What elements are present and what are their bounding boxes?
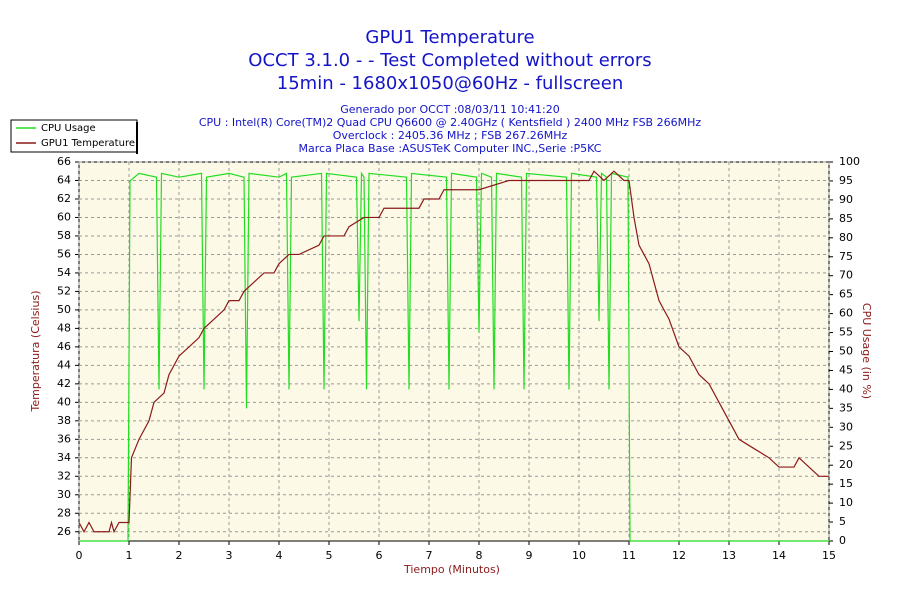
data-line [79,171,829,542]
y2-tick-label: 45 [839,363,853,376]
y-tick-label: 32 [57,469,71,482]
chart-subtitle: 15min - 1680x1050@60Hz - fullscreen [277,73,623,94]
y-tick-label: 66 [57,155,71,168]
x-tick-label: 15 [822,549,836,562]
y2-tick-label: 10 [839,496,853,509]
y2-tick-label: 75 [839,250,853,263]
y-tick-label: 46 [57,340,71,353]
y-tick-label: 44 [57,358,71,371]
plot-area [78,161,830,542]
x-tick-label: 1 [126,549,133,562]
info-line: Marca Placa Base :ASUSTeK Computer INC.,… [299,142,602,155]
info-line: Overclock : 2405.36 MHz ; FSB 267.26MHz [333,129,568,142]
y2-tick-label: 30 [839,420,853,433]
y-tick-label: 58 [57,229,71,242]
y2-tick-label: 25 [839,439,853,452]
x-tick-label: 11 [622,549,636,562]
y2-tick-label: 55 [839,326,853,339]
x-axis-label: Tiempo (Minutos) [403,563,500,576]
x-tick-label: 7 [426,549,433,562]
y2-tick-label: 60 [839,307,853,320]
x-tick-label: 14 [772,549,786,562]
legend-label: GPU1 Temperature [41,138,135,149]
legend [10,119,138,153]
x-tick-label: 2 [176,549,183,562]
y2-tick-label: 65 [839,288,853,301]
y-tick-label: 50 [57,303,71,316]
x-tick-label: 4 [276,549,283,562]
x-tick-label: 10 [572,549,586,562]
legend-label: CPU Usage [41,123,96,134]
x-tick-label: 9 [526,549,533,562]
y-tick-label: 64 [57,173,71,186]
y-tick-label: 38 [57,414,71,427]
y2-tick-label: 95 [839,174,853,187]
y-tick-label: 36 [57,432,71,445]
y-tick-label: 54 [57,266,71,279]
y-tick-label: 60 [57,210,71,223]
info-line: Generado por OCCT :08/03/11 10:41:20 [340,103,559,116]
x-tick-label: 13 [722,549,736,562]
y-tick-label: 42 [57,377,71,390]
y-tick-label: 56 [57,247,71,260]
y2-tick-label: 5 [839,515,846,528]
chart-title: GPU1 Temperature [365,27,534,48]
y-tick-label: 52 [57,284,71,297]
y2-tick-label: 35 [839,401,853,414]
x-tick-label: 12 [672,549,686,562]
x-tick-label: 5 [326,549,333,562]
y2-tick-label: 50 [839,345,853,358]
chart-subtitle: OCCT 3.1.0 - - Test Completed without er… [248,50,651,71]
y-tick-label: 62 [57,192,71,205]
y2-tick-label: 70 [839,269,853,282]
y-tick-label: 48 [57,321,71,334]
y-tick-label: 28 [57,506,71,519]
y2-tick-label: 85 [839,212,853,225]
y2-tick-label: 0 [839,534,846,547]
y2-tick-label: 40 [839,382,853,395]
data-line [78,170,829,534]
y2-tick-label: 90 [839,193,853,206]
x-tick-label: 6 [376,549,383,562]
y2-tick-label: 15 [839,477,853,490]
y-tick-label: 26 [57,525,71,538]
x-tick-label: 8 [476,549,483,562]
info-line: CPU : Intel(R) Core(TM)2 Quad CPU Q6600 … [199,116,701,129]
y2-tick-label: 100 [839,155,860,168]
y-tick-label: 34 [57,451,71,464]
y-tick-label: 30 [57,488,71,501]
y2-tick-label: 80 [839,231,853,244]
y2-axis-label: CPU Usage (in %) [860,303,873,399]
x-tick-label: 3 [226,549,233,562]
y-tick-label: 40 [57,395,71,408]
y-axis-label: Temperatura (Celsius) [29,291,42,413]
x-tick-label: 0 [76,549,83,562]
y2-tick-label: 20 [839,458,853,471]
